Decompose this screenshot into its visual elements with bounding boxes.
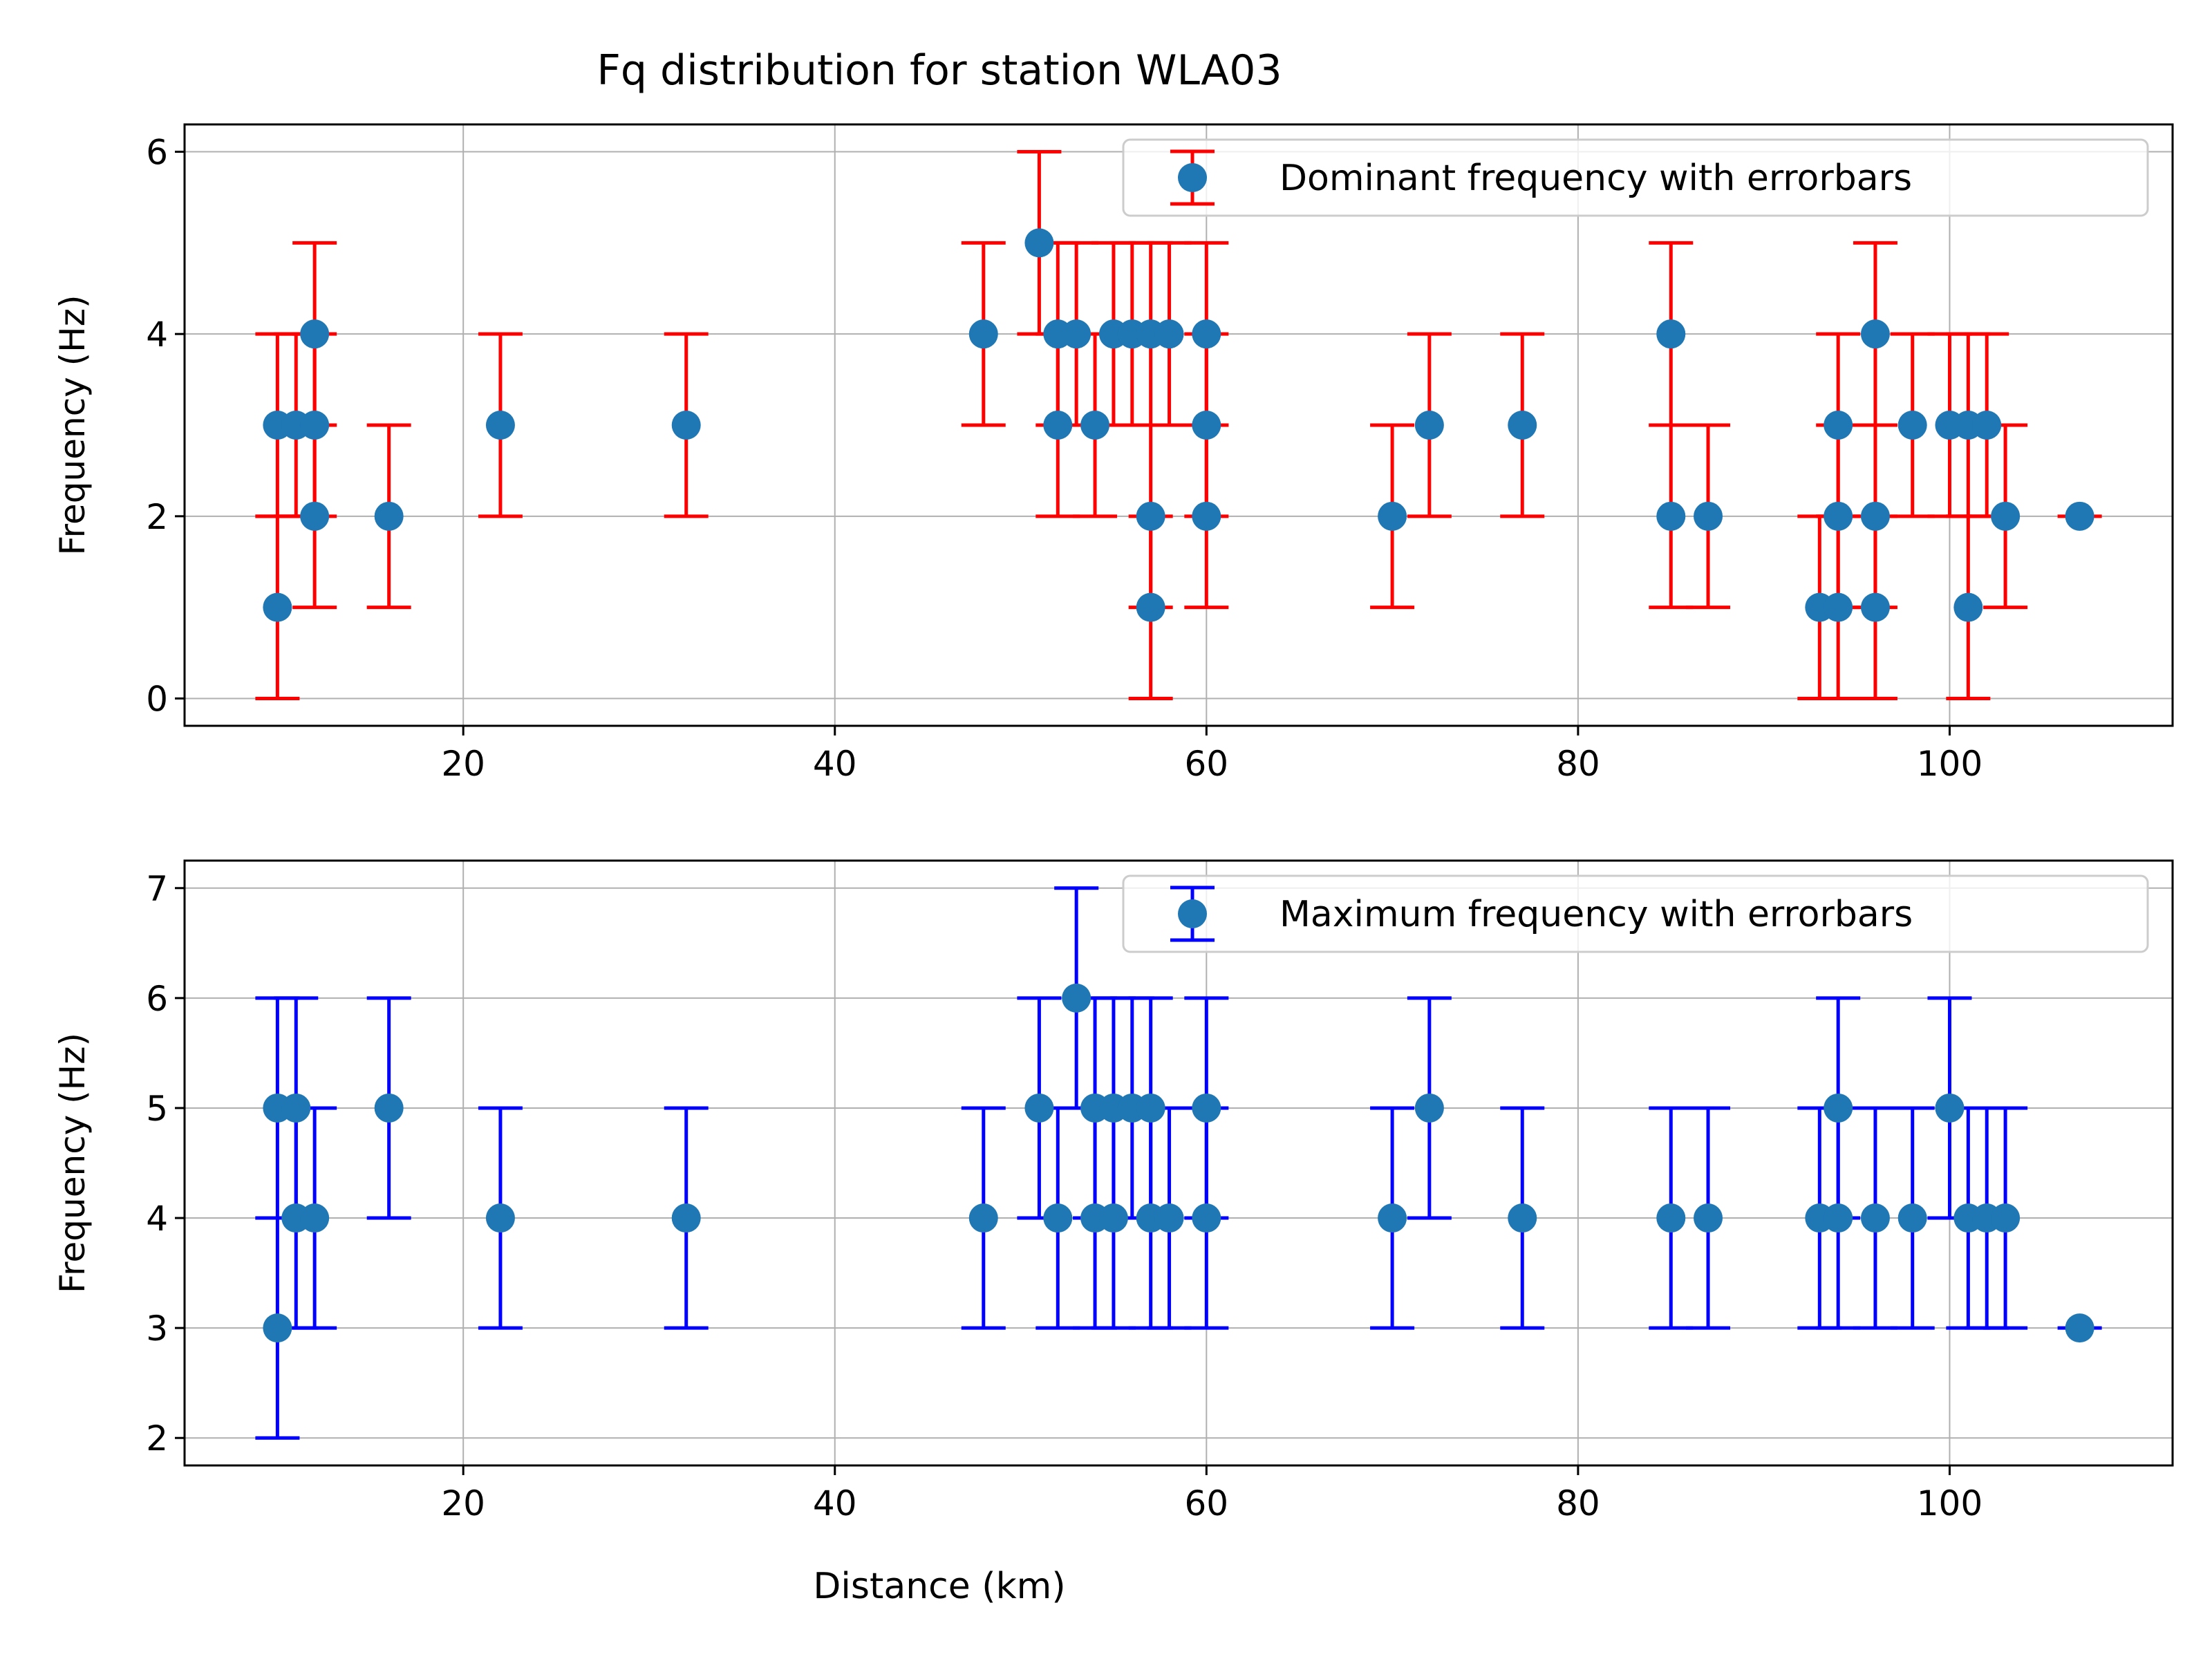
figure-title: Fq distribution for station WLA03 [597, 46, 1282, 95]
x-tick-label: 40 [813, 744, 857, 784]
x-tick-label: 100 [1917, 1483, 1983, 1524]
data-point [1656, 319, 1686, 349]
data-point [374, 1093, 404, 1123]
y-axis-label: Frequency (Hz) [53, 1033, 93, 1293]
data-point [1860, 592, 1890, 622]
data-point [1935, 1093, 1965, 1123]
data-point [1860, 501, 1890, 531]
data-point [1043, 411, 1073, 440]
data-point [1656, 1203, 1686, 1233]
data-point [1824, 411, 1853, 440]
x-axis-label: Distance (km) [813, 1566, 1065, 1607]
y-tick-label: 2 [146, 1418, 168, 1459]
data-point [1824, 592, 1853, 622]
y-tick-label: 7 [146, 869, 168, 909]
data-point [1991, 1203, 2021, 1233]
data-point [1897, 1203, 1927, 1233]
data-point [1414, 1093, 1444, 1123]
data-point [1656, 501, 1686, 531]
legend-marker [1178, 163, 1207, 192]
x-tick-label: 100 [1917, 744, 1983, 784]
y-tick-label: 6 [146, 979, 168, 1019]
data-point [1694, 1203, 1723, 1233]
data-point [1860, 319, 1890, 349]
legend-label: Maximum frequency with errorbars [1280, 894, 1913, 935]
y-tick-label: 4 [146, 1199, 168, 1239]
x-tick-label: 20 [441, 744, 485, 784]
data-point [1508, 411, 1537, 440]
data-point [1043, 1203, 1073, 1233]
y-tick-label: 4 [146, 315, 168, 355]
legend-marker [1178, 899, 1207, 928]
data-point [1414, 411, 1444, 440]
data-point [671, 1203, 701, 1233]
legend-box [1122, 874, 2149, 953]
data-point [1154, 319, 1184, 349]
data-point [1192, 319, 1221, 349]
data-point [1953, 592, 1983, 622]
data-point [1897, 411, 1927, 440]
x-tick-label: 60 [1185, 744, 1229, 784]
data-point [300, 411, 330, 440]
data-point [1062, 319, 1091, 349]
x-tick-label: 80 [1556, 744, 1600, 784]
data-point [1694, 501, 1723, 531]
data-point [300, 1203, 330, 1233]
data-point [1378, 1203, 1407, 1233]
data-point [1860, 1203, 1890, 1233]
x-tick-label: 20 [441, 1483, 485, 1524]
y-tick-label: 6 [146, 133, 168, 173]
data-point [1024, 228, 1054, 258]
y-tick-label: 5 [146, 1089, 168, 1129]
data-point [263, 1313, 292, 1343]
data-point [485, 1203, 515, 1233]
data-point [1136, 592, 1165, 622]
maximum-frequency-panel: 20 40 60 80 100 2 3 4 5 6 7 Frequency (Hz) Maximum f… [53, 859, 2174, 1524]
data-point [1824, 501, 1853, 531]
plot-frame [183, 859, 2174, 1467]
y-tick-label: 2 [146, 497, 168, 537]
data-point [1024, 1093, 1054, 1123]
plot-frame [183, 123, 2174, 727]
data-point [1378, 501, 1407, 531]
data-point [2065, 1313, 2094, 1343]
y-tick-label: 3 [146, 1309, 168, 1349]
data-point [1098, 1203, 1128, 1233]
data-point [1991, 501, 2021, 531]
x-tick-label: 40 [813, 1483, 857, 1524]
data-point [1824, 1203, 1853, 1233]
data-point [300, 319, 330, 349]
y-tick-label: 0 [146, 679, 168, 719]
data-point [374, 501, 404, 531]
data-point [1508, 1203, 1537, 1233]
legend-box [1122, 138, 2149, 217]
data-point [263, 592, 292, 622]
data-point [1192, 1203, 1221, 1233]
data-point [1192, 501, 1221, 531]
data-point [1136, 1093, 1165, 1123]
x-tick-label: 80 [1556, 1483, 1600, 1524]
data-point [300, 501, 330, 531]
data-point [1136, 501, 1165, 531]
data-point [968, 319, 998, 349]
data-point [1192, 411, 1221, 440]
y-axis-label: Frequency (Hz) [53, 294, 93, 555]
dominant-frequency-panel: 20 40 60 80 100 0 2 4 6 Frequency (Hz) Dominant fr… [53, 123, 2174, 784]
data-point [671, 411, 701, 440]
data-point [1154, 1203, 1184, 1233]
data-point [1080, 411, 1110, 440]
x-tick-label: 60 [1185, 1483, 1229, 1524]
data-point [1972, 411, 2002, 440]
data-point [1192, 1093, 1221, 1123]
data-point [1062, 983, 1091, 1013]
data-point [1824, 1093, 1853, 1123]
legend-label: Dominant frequency with errorbars [1280, 158, 1912, 199]
data-point [968, 1203, 998, 1233]
data-point [485, 411, 515, 440]
data-point [2065, 501, 2094, 531]
data-point [281, 1093, 311, 1123]
